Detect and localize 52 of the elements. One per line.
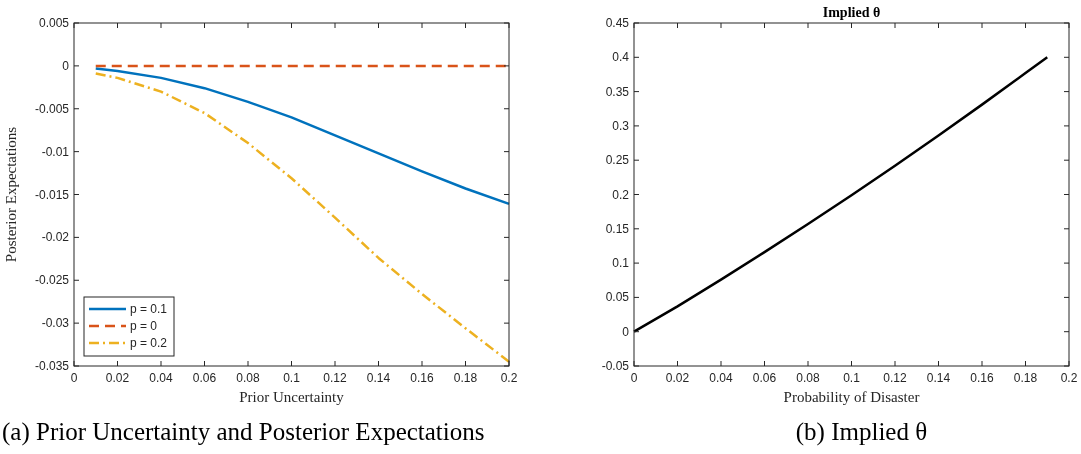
x-tick-label: 0.1	[843, 371, 861, 385]
y-tick-label: 0.45	[605, 16, 630, 30]
y-tick-label: 0	[62, 58, 70, 73]
y-tick-label: 0.35	[605, 84, 630, 99]
y-tick-label: -0.015	[34, 187, 70, 202]
x-tick-label: 0.06	[192, 371, 217, 385]
legend-label: p = 0	[130, 319, 158, 333]
y-tick-label: 0.005	[38, 16, 70, 30]
y-tick-label: 0.2	[612, 187, 630, 202]
y-tick-label: 0.05	[605, 290, 630, 305]
legend-label: p = 0.2	[130, 336, 168, 350]
x-tick-label: 0.16	[410, 371, 434, 385]
x-tick-label: 0.2	[500, 371, 518, 385]
legend-label: p = 0.1	[130, 302, 168, 316]
x-tick-label: 0.08	[796, 371, 820, 385]
y-tick-label: -0.05	[601, 359, 630, 373]
y-tick-label: -0.025	[34, 273, 70, 288]
x-tick-label: 0.12	[323, 371, 347, 385]
x-tick-label: 0.1	[283, 371, 301, 385]
x-tick-label: 0.18	[453, 371, 478, 385]
y-tick-label: 0.4	[612, 50, 630, 65]
x-tick-label: 0.04	[149, 371, 173, 385]
y-tick-label: 0	[622, 324, 630, 339]
line-series	[94, 67, 511, 206]
y-tick-label: 0.1	[612, 256, 630, 271]
y-tick-label: 0.3	[612, 118, 630, 133]
x-axis-title: Probability of Disaster	[783, 389, 920, 405]
chart-title: Implied θ	[822, 5, 881, 20]
y-axis-title: Posterior Expectations	[3, 126, 19, 263]
x-tick-label: 0.18	[1013, 371, 1038, 385]
x-tick-label: 0.14	[926, 371, 951, 385]
x-tick-label: 0.02	[665, 371, 690, 385]
text: (b) Implied θ	[795, 418, 928, 446]
y-tick-label: -0.03	[41, 316, 70, 331]
x-tick-label: 0.06	[752, 371, 777, 385]
y-tick-label: -0.035	[34, 359, 70, 373]
x-tick-label: 0.04	[709, 371, 733, 385]
line-series	[94, 72, 511, 363]
y-tick-label: 0.15	[605, 221, 630, 236]
x-tick-label: 0.12	[883, 371, 907, 385]
x-tick-label: 0.16	[970, 371, 994, 385]
x-tick-label: 0.14	[366, 371, 391, 385]
y-tick-label: -0.02	[41, 230, 70, 245]
line-series	[632, 56, 1049, 333]
y-tick-label: -0.005	[34, 101, 70, 116]
x-axis-title: Prior Uncertainty	[239, 389, 345, 405]
y-tick-label: -0.01	[41, 144, 70, 159]
x-tick-label: 0.08	[236, 371, 260, 385]
x-tick-label: 0.02	[105, 371, 130, 385]
text: (a) Prior Uncertainty and Posterior Expectations	[2, 418, 485, 446]
y-tick-label: 0.25	[605, 153, 630, 168]
x-tick-label: 0.2	[1060, 371, 1078, 385]
